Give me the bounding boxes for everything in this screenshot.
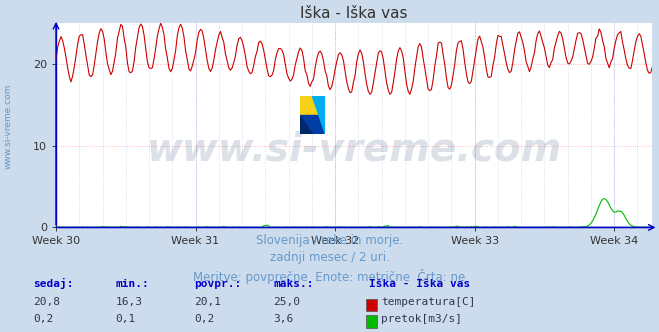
Polygon shape — [300, 116, 325, 134]
Text: maks.:: maks.: — [273, 279, 314, 289]
Text: Slovenija / reke in morje.: Slovenija / reke in morje. — [256, 234, 403, 247]
Text: 16,3: 16,3 — [115, 297, 142, 307]
Polygon shape — [300, 96, 325, 116]
Text: min.:: min.: — [115, 279, 149, 289]
Text: Iška - Iška vas: Iška - Iška vas — [369, 279, 471, 289]
Text: 3,6: 3,6 — [273, 314, 294, 324]
Text: 0,2: 0,2 — [33, 314, 53, 324]
Text: pretok[m3/s]: pretok[m3/s] — [381, 314, 462, 324]
Text: 0,2: 0,2 — [194, 314, 215, 324]
Polygon shape — [312, 96, 325, 134]
Text: sedaj:: sedaj: — [33, 278, 73, 289]
Text: 20,1: 20,1 — [194, 297, 221, 307]
Polygon shape — [300, 116, 312, 134]
Text: povpr.:: povpr.: — [194, 279, 242, 289]
Title: Iška - Iška vas: Iška - Iška vas — [301, 6, 408, 21]
Text: www.si-vreme.com: www.si-vreme.com — [146, 131, 562, 169]
Text: 25,0: 25,0 — [273, 297, 301, 307]
Text: 0,1: 0,1 — [115, 314, 136, 324]
Text: Meritve: povprečne  Enote: metrične  Črta: ne: Meritve: povprečne Enote: metrične Črta:… — [193, 269, 466, 284]
Text: temperatura[C]: temperatura[C] — [381, 297, 475, 307]
Text: zadnji mesec / 2 uri.: zadnji mesec / 2 uri. — [270, 251, 389, 264]
Text: 20,8: 20,8 — [33, 297, 60, 307]
Text: www.si-vreme.com: www.si-vreme.com — [3, 83, 13, 169]
